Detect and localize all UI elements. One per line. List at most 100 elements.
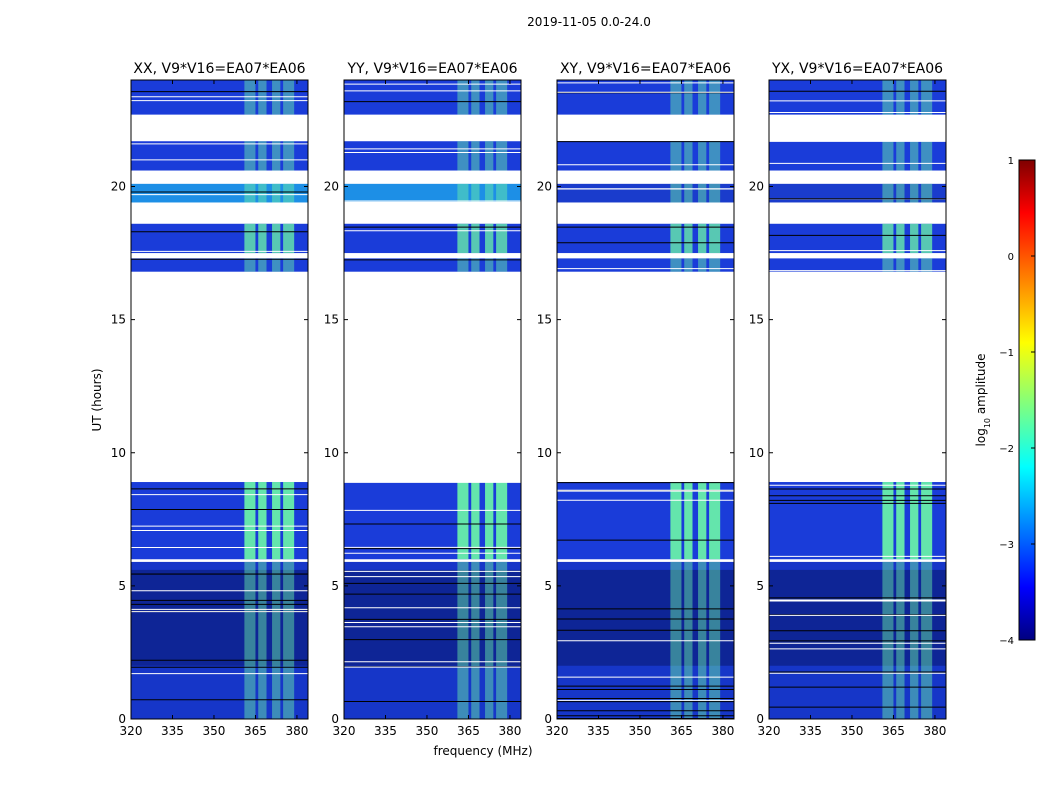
x-tick-label: 380	[711, 724, 734, 738]
rfi-band	[496, 80, 508, 115]
rfi-band	[896, 223, 905, 254]
rfi-band	[670, 258, 682, 272]
data-block	[344, 223, 521, 254]
rfi-band	[921, 141, 933, 171]
rfi-band	[496, 141, 508, 171]
rfi-band	[457, 80, 469, 115]
rfi-band	[910, 482, 919, 560]
rfi-band	[258, 183, 267, 203]
rfi-band	[471, 80, 480, 115]
rfi-band	[258, 223, 267, 254]
y-tick-label: 15	[537, 313, 552, 327]
rfi-band	[272, 183, 281, 203]
rfi-band	[896, 258, 905, 272]
rfi-band	[709, 80, 721, 115]
rfi-band	[283, 482, 295, 560]
y-tick-label: 5	[331, 579, 339, 593]
figure-title: 2019-11-05 0.0-24.0	[527, 15, 651, 29]
colorbar-tick-label: −1	[999, 348, 1014, 359]
rfi-band	[258, 482, 267, 560]
panel-title: XY, V9*V16=EA07*EA06	[560, 61, 731, 77]
rfi-band	[709, 141, 721, 171]
rfi-band	[485, 482, 494, 560]
rfi-band	[485, 258, 494, 272]
rfi-band	[921, 223, 933, 254]
x-tick-label: 365	[244, 724, 267, 738]
data-block	[557, 183, 734, 203]
data-block	[557, 141, 734, 171]
rfi-band	[485, 141, 494, 171]
colorbar-tick-label: 0	[1008, 252, 1014, 263]
x-tick-label: 350	[203, 724, 226, 738]
rfi-band	[258, 141, 267, 171]
y-tick-label: 5	[756, 579, 764, 593]
data-block	[769, 482, 946, 560]
rfi-band	[471, 141, 480, 171]
data-block	[769, 80, 946, 115]
data-block-dark	[344, 569, 521, 666]
rfi-band	[244, 223, 256, 254]
rfi-band	[244, 80, 256, 115]
data-block-dark	[769, 569, 946, 666]
rfi-band	[496, 561, 508, 719]
rfi-band	[283, 223, 295, 254]
rfi-band	[283, 258, 295, 272]
rfi-band	[457, 223, 469, 254]
rfi-band	[910, 141, 919, 171]
rfi-band	[882, 482, 894, 560]
rfi-band	[684, 223, 693, 254]
x-tick-label: 320	[120, 724, 143, 738]
rfi-band	[921, 258, 933, 272]
x-tick-label: 335	[374, 724, 397, 738]
rfi-band	[670, 482, 682, 560]
rfi-band	[882, 141, 894, 171]
rfi-band	[283, 183, 295, 203]
data-block-dark	[131, 569, 308, 666]
rfi-band	[882, 183, 894, 203]
x-tick-label: 335	[799, 724, 822, 738]
rfi-band	[698, 183, 707, 203]
y-tick-label: 10	[324, 446, 339, 460]
x-tick-label: 350	[629, 724, 652, 738]
rfi-band	[882, 223, 894, 254]
y-axis-label: UT (hours)	[90, 368, 104, 431]
y-tick-label: 20	[749, 180, 764, 194]
rfi-band	[272, 258, 281, 272]
colorbar-tick-label: −2	[999, 444, 1014, 455]
y-tick-label: 0	[118, 712, 126, 726]
y-tick-label: 20	[324, 180, 339, 194]
data-block	[557, 258, 734, 272]
y-tick-label: 10	[111, 446, 126, 460]
rfi-band	[457, 258, 469, 272]
data-block	[131, 223, 308, 254]
axes-frame	[343, 79, 522, 720]
y-tick-label: 10	[537, 446, 552, 460]
rfi-band	[921, 482, 933, 560]
y-tick-label: 20	[111, 180, 126, 194]
rfi-band	[698, 258, 707, 272]
rfi-band	[283, 80, 295, 115]
data-block	[344, 258, 521, 272]
x-tick-label: 380	[923, 724, 946, 738]
y-tick-label: 5	[118, 579, 126, 593]
rfi-band	[709, 482, 721, 560]
x-tick-label: 365	[670, 724, 693, 738]
data-block	[344, 141, 521, 171]
rfi-band	[272, 80, 281, 115]
rfi-band	[921, 183, 933, 203]
colorbar-label: log10 amplitude	[974, 354, 992, 447]
rfi-band	[684, 80, 693, 115]
y-tick-label: 0	[756, 712, 764, 726]
rfi-band	[670, 223, 682, 254]
y-tick-label: 5	[544, 579, 552, 593]
x-tick-label: 320	[333, 724, 356, 738]
rfi-band	[244, 258, 256, 272]
rfi-band	[485, 223, 494, 254]
rfi-band	[684, 258, 693, 272]
data-block	[131, 258, 308, 272]
x-tick-label: 335	[587, 724, 610, 738]
rfi-band	[684, 183, 693, 203]
rfi-band	[471, 183, 480, 203]
rfi-band	[485, 183, 494, 203]
